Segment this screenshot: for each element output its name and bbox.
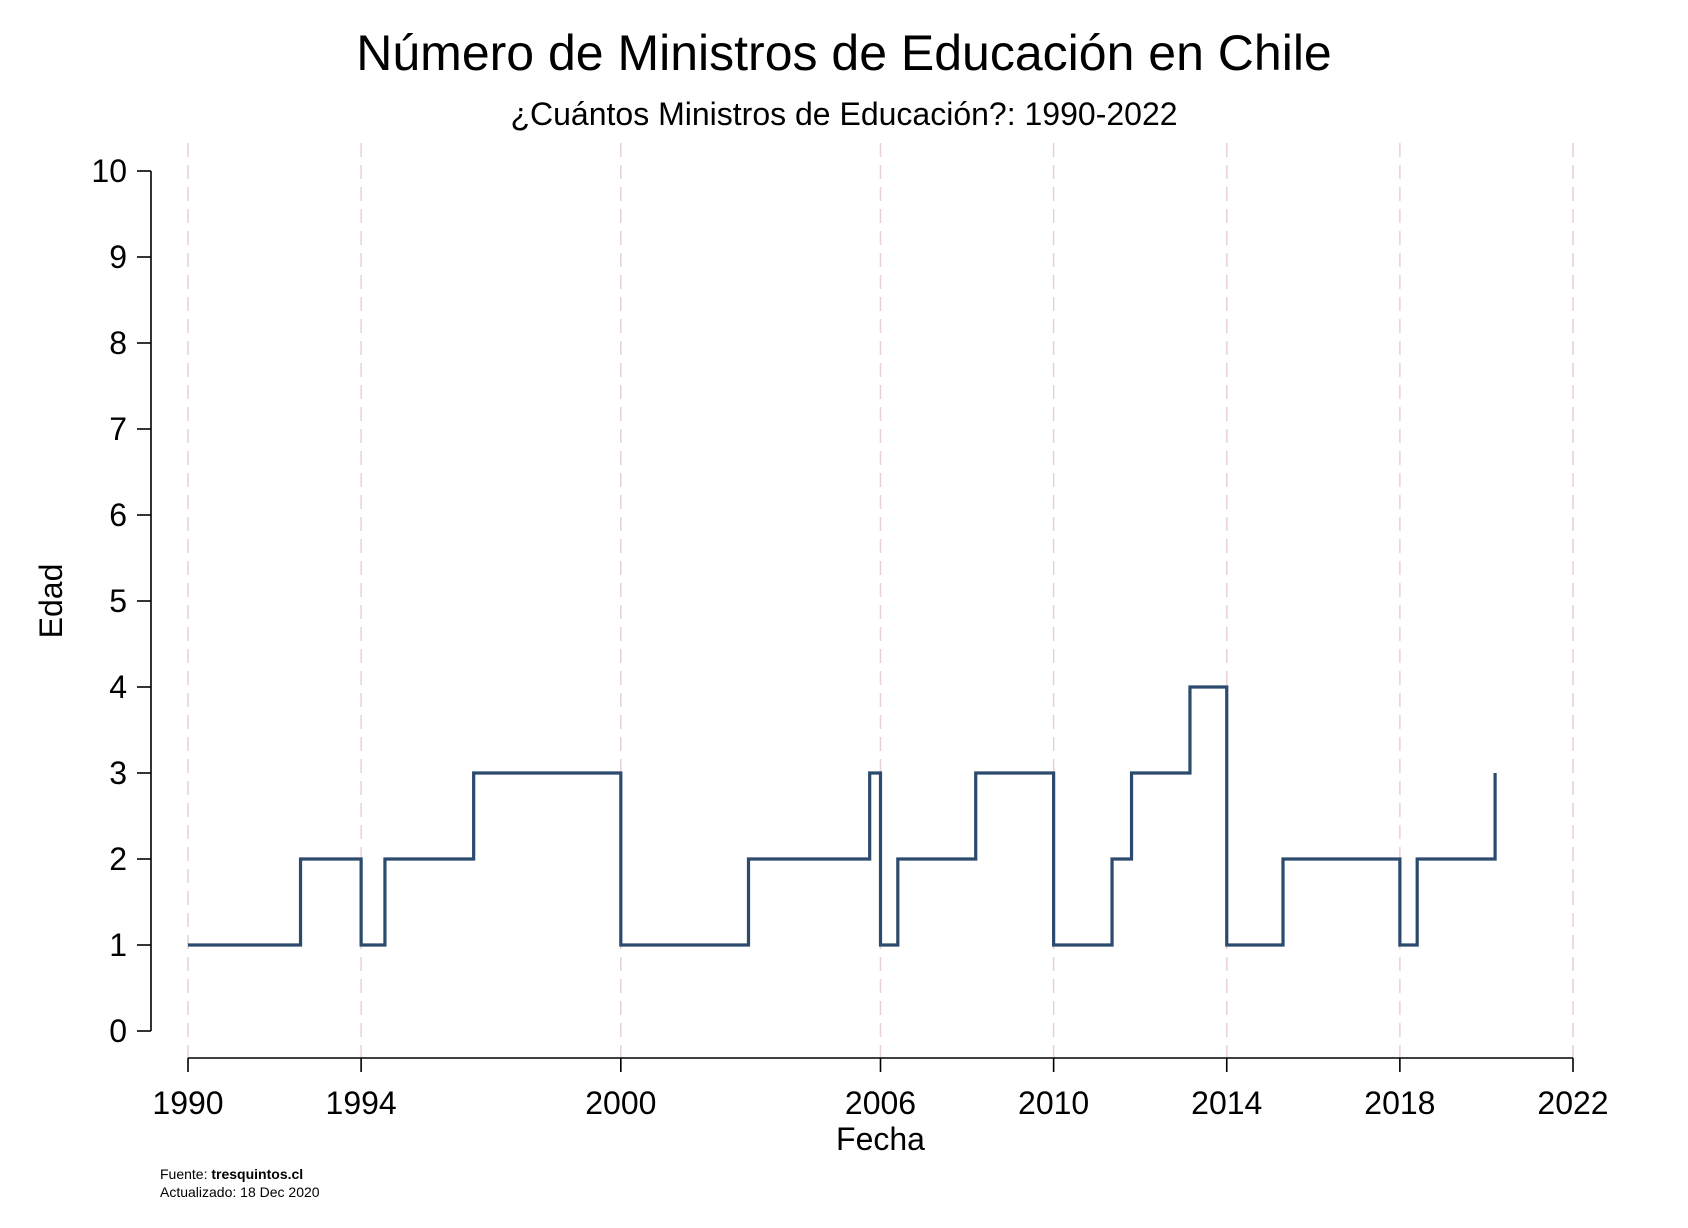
x-tick-label-2006: 2006: [845, 1085, 916, 1121]
chart-title: Número de Ministros de Educación en Chil…: [356, 25, 1332, 81]
y-tick-label-1: 1: [109, 927, 127, 963]
y-tick-label-5: 5: [109, 583, 127, 619]
y-axis-title: Edad: [33, 564, 69, 639]
y-tick-label-4: 4: [109, 669, 127, 705]
axes: [137, 170, 1574, 1072]
x-tick-label-1990: 1990: [152, 1085, 223, 1121]
x-tick-label-2000: 2000: [585, 1085, 656, 1121]
y-tick-label-6: 6: [109, 497, 127, 533]
y-tick-label-3: 3: [109, 755, 127, 791]
series-line-0: [188, 685, 1497, 947]
source-line: Fuente: tresquintos.cl: [160, 1166, 303, 1182]
x-axis-title: Fecha: [836, 1121, 925, 1157]
series-group: [188, 685, 1497, 947]
x-tick-label-2022: 2022: [1537, 1085, 1608, 1121]
y-tick-label-9: 9: [109, 239, 127, 275]
y-tick-label-8: 8: [109, 325, 127, 361]
chart-subtitle: ¿Cuántos Ministros de Educación?: 1990-2…: [510, 96, 1178, 132]
x-tick-label-2010: 2010: [1018, 1085, 1089, 1121]
x-tick-label-2018: 2018: [1364, 1085, 1435, 1121]
source-label: Fuente:: [160, 1166, 208, 1182]
axis-labels: 0 1 2 3 4 5 6 7 8 9 10 1990 1994 2000 2006 2010 2014 2018…: [33, 153, 1609, 1157]
y-tick-label-0: 0: [109, 1013, 127, 1049]
x-tick-label-2014: 2014: [1191, 1085, 1262, 1121]
x-tick-label-1994: 1994: [326, 1085, 397, 1121]
y-tick-label-7: 7: [109, 411, 127, 447]
updated-line: Actualizado: 18 Dec 2020: [160, 1184, 320, 1200]
y-tick-label-2: 2: [109, 841, 127, 877]
source-link[interactable]: tresquintos.cl: [211, 1166, 304, 1182]
y-tick-label-10: 10: [91, 153, 127, 189]
